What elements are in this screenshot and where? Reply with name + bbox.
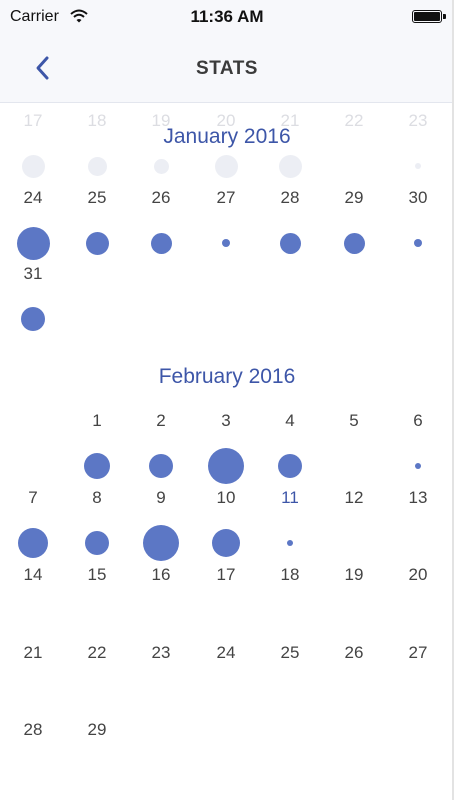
activity-dot	[84, 453, 110, 479]
activity-dot	[278, 454, 302, 478]
day-number[interactable]: 29	[344, 188, 364, 207]
day-number[interactable]: 22	[344, 111, 364, 130]
status-bar: Carrier 11:36 AM	[0, 0, 454, 34]
day-number[interactable]: 18	[280, 565, 300, 584]
activity-dot	[415, 463, 421, 469]
activity-dot	[21, 154, 45, 178]
activity-dot	[415, 163, 421, 169]
day-number[interactable]: 11	[281, 488, 299, 507]
nav-bar: STATS	[0, 34, 454, 103]
day-number[interactable]: 29	[87, 720, 107, 739]
activity-dot	[16, 226, 50, 260]
activity-dot	[287, 540, 293, 546]
day-number[interactable]: 20	[216, 111, 236, 130]
back-button[interactable]	[30, 52, 58, 84]
day-number[interactable]: 19	[151, 111, 171, 130]
day-number[interactable]: 15	[87, 565, 107, 584]
activity-dot	[153, 158, 169, 174]
day-number[interactable]: 5	[349, 411, 359, 430]
day-number[interactable]: 14	[23, 565, 43, 584]
activity-dot	[279, 232, 301, 254]
page-title: STATS	[196, 58, 258, 79]
day-number[interactable]: 23	[151, 643, 171, 662]
day-number[interactable]: 28	[280, 188, 300, 207]
day-number[interactable]: 13	[408, 488, 428, 507]
carrier-label: Carrier	[10, 8, 59, 25]
activity-dot	[343, 232, 365, 254]
day-number[interactable]: 3	[221, 411, 231, 430]
day-number[interactable]: 9	[156, 488, 166, 507]
activity-dot	[222, 239, 230, 247]
day-number[interactable]: 6	[413, 411, 423, 430]
day-number[interactable]: 25	[280, 643, 300, 662]
activity-dot	[208, 448, 244, 484]
activity-dot	[149, 454, 173, 478]
day-number[interactable]: 12	[344, 488, 364, 507]
activity-dot	[85, 531, 109, 555]
day-number[interactable]: 25	[87, 188, 107, 207]
window-edge	[452, 0, 454, 800]
day-number[interactable]: 27	[216, 188, 236, 207]
day-number[interactable]: 2	[156, 411, 166, 430]
month-title: January 2016	[163, 125, 291, 148]
day-number[interactable]: 27	[408, 643, 428, 662]
activity-dot	[212, 529, 240, 557]
month-title: February 2016	[158, 365, 296, 388]
day-number[interactable]: 26	[344, 643, 364, 662]
activity-dot	[87, 156, 107, 176]
day-number[interactable]: 4	[285, 411, 295, 430]
day-number[interactable]: 16	[151, 565, 171, 584]
activity-dot	[21, 307, 45, 331]
day-number[interactable]: 19	[344, 565, 364, 584]
day-number[interactable]: 24	[23, 188, 43, 207]
day-number[interactable]: 20	[408, 565, 428, 584]
day-number[interactable]: 22	[87, 643, 107, 662]
day-number[interactable]: 30	[408, 188, 428, 207]
day-number[interactable]: 23	[408, 111, 428, 130]
day-number[interactable]: 28	[23, 720, 43, 739]
day-number[interactable]: 10	[216, 488, 236, 507]
day-number[interactable]: 8	[92, 488, 102, 507]
activity-dot	[18, 528, 48, 558]
activity-dot	[414, 239, 422, 247]
day-number[interactable]: 21	[23, 643, 43, 662]
battery-icon	[412, 10, 446, 23]
wifi-icon	[70, 9, 88, 28]
activity-dot	[85, 231, 109, 255]
day-number[interactable]: 18	[87, 111, 107, 130]
chevron-left-icon	[36, 56, 49, 80]
day-number[interactable]: 26	[151, 188, 171, 207]
day-number[interactable]: 1	[92, 411, 102, 430]
day-number[interactable]: 7	[28, 488, 38, 507]
status-time: 11:36 AM	[190, 7, 264, 26]
day-number[interactable]: 24	[216, 643, 236, 662]
day-number[interactable]: 17	[216, 565, 236, 584]
activity-dot	[278, 154, 302, 178]
activity-dot	[150, 232, 172, 254]
day-number[interactable]: 17	[23, 111, 43, 130]
calendar-view[interactable]: 17 18 19 20 21 22 23 January 2016 24 25 26 27 28 29 30…	[0, 103, 454, 800]
day-number[interactable]: 21	[280, 111, 300, 130]
day-number[interactable]: 31	[23, 264, 43, 283]
activity-dot	[143, 525, 179, 561]
activity-dot	[214, 154, 238, 178]
